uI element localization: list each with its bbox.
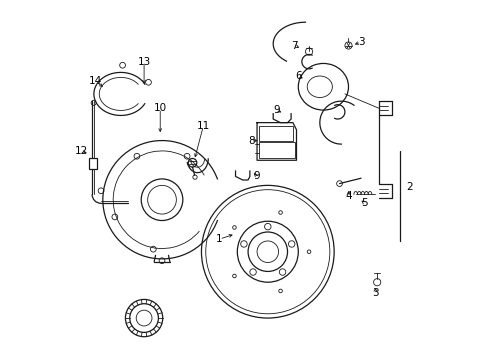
Text: 13: 13 — [137, 57, 150, 67]
Text: 7: 7 — [291, 41, 297, 50]
Bar — [258, 126, 292, 140]
Text: 8: 8 — [248, 136, 254, 145]
Text: 2: 2 — [406, 182, 412, 192]
Text: 1: 1 — [216, 234, 222, 244]
Text: 9: 9 — [273, 105, 280, 115]
Text: 11: 11 — [196, 121, 209, 131]
Text: 4: 4 — [345, 191, 351, 201]
Text: 10: 10 — [153, 103, 166, 113]
Text: 3: 3 — [357, 37, 364, 47]
Text: 14: 14 — [89, 76, 102, 86]
Text: 12: 12 — [75, 146, 88, 156]
Text: 6: 6 — [294, 71, 301, 81]
Bar — [89, 158, 97, 169]
Text: 9: 9 — [253, 171, 260, 181]
Text: 3: 3 — [371, 288, 378, 298]
Text: 5: 5 — [361, 198, 367, 208]
Bar — [258, 142, 294, 158]
